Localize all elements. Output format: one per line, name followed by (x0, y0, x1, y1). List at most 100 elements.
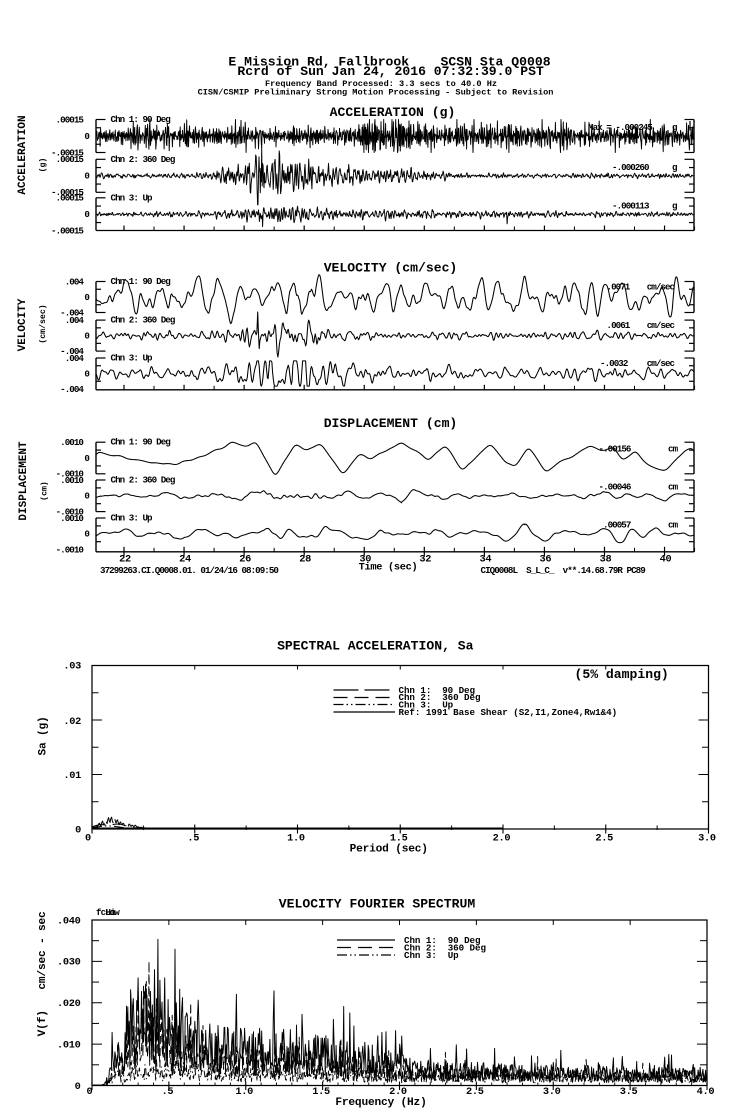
svg-text:.03: .03 (63, 660, 81, 672)
svg-text:CISN/CSMIP Preliminary Strong: CISN/CSMIP Preliminary Strong Motion Pro… (198, 88, 554, 98)
svg-text:Time (sec): Time (sec) (359, 562, 418, 574)
svg-text:0: 0 (75, 825, 81, 837)
svg-text:.5: .5 (187, 833, 199, 845)
svg-text:VELOCITY (cm/sec): VELOCITY (cm/sec) (324, 261, 458, 276)
svg-text:.040: .040 (57, 915, 81, 927)
svg-text:34: 34 (479, 554, 491, 566)
svg-text:Frequency Band Processed: 3.3: Frequency Band Processed: 3.3 secs to 40… (265, 79, 497, 89)
svg-text:-.0010: -.0010 (56, 544, 84, 555)
svg-text:.01: .01 (63, 770, 81, 782)
svg-text:-.004: -.004 (60, 384, 84, 395)
svg-text:.02: .02 (63, 716, 81, 728)
svg-text:V(f): V(f) (37, 1010, 49, 1036)
svg-text:.0010: .0010 (60, 513, 83, 524)
svg-text:cm: cm (668, 481, 679, 492)
svg-text:37299263.CI.Q0008.01. 01/24/16: 37299263.CI.Q0008.01. 01/24/16 08:09:50 (100, 565, 278, 576)
svg-text:3.5: 3.5 (620, 1086, 638, 1098)
svg-text:-.00156: -.00156 (599, 444, 631, 455)
svg-text:-.00015: -.00015 (51, 187, 84, 198)
svg-text:.004: .004 (65, 315, 85, 326)
svg-text:-.0010: -.0010 (56, 469, 84, 480)
svg-text:40: 40 (660, 554, 672, 566)
svg-text:.00057: .00057 (603, 519, 631, 530)
svg-text:cm: cm (668, 444, 679, 455)
svg-text:2.5: 2.5 (595, 833, 613, 845)
svg-text:1.5: 1.5 (312, 1086, 330, 1098)
svg-text:-.000260: -.000260 (612, 162, 649, 173)
svg-text:1.5: 1.5 (390, 833, 408, 845)
svg-text:2.0: 2.0 (389, 1086, 407, 1098)
svg-text:-.004: -.004 (60, 307, 84, 318)
svg-text:-.00046: -.00046 (599, 481, 631, 492)
svg-text:Rcrd of Sun Jan 24, 2016 07:32: Rcrd of Sun Jan 24, 2016 07:32:39.0 PST (237, 64, 544, 79)
svg-text:0: 0 (84, 368, 89, 379)
svg-text:Frequency (Hz): Frequency (Hz) (335, 1097, 426, 1109)
svg-text:.00015: .00015 (56, 114, 85, 125)
svg-text:.010: .010 (57, 1039, 81, 1051)
svg-text:.004: .004 (65, 353, 85, 364)
svg-text:.5: .5 (161, 1086, 173, 1098)
svg-text:0: 0 (85, 833, 91, 845)
svg-text:0: 0 (84, 131, 89, 142)
svg-text:Chn 2: 360 Deg: Chn 2: 360 Deg (404, 942, 486, 953)
svg-text:28: 28 (299, 554, 311, 566)
svg-text:(5% damping): (5% damping) (575, 667, 669, 682)
svg-text:g: g (672, 200, 677, 211)
svg-text:3.0: 3.0 (543, 1086, 561, 1098)
svg-text:2.5: 2.5 (466, 1086, 484, 1098)
svg-text:DISPLACEMENT: DISPLACEMENT (18, 441, 30, 521)
svg-text:ACCELERATION (g): ACCELERATION (g) (330, 105, 456, 120)
svg-text:cm/sec: cm/sec (647, 320, 675, 331)
svg-text:.0061: .0061 (607, 320, 631, 331)
svg-text:E Mission Rd, Fallbrook SCS: E Mission Rd, Fallbrook SCSN Sta Q0008 (228, 54, 550, 69)
svg-text:Chn 1: 90 Deg: Chn 1: 90 Deg (404, 935, 481, 946)
svg-text:Max = -.000245: Max = -.000245 (588, 122, 653, 133)
svg-text:cm/sec: cm/sec (647, 358, 675, 369)
svg-text:0: 0 (84, 171, 89, 182)
svg-text:.0010: .0010 (60, 437, 83, 448)
svg-text:.004: .004 (65, 276, 85, 287)
svg-text:ACCELERATION: ACCELERATION (17, 115, 29, 194)
svg-text:(g): (g) (38, 158, 48, 173)
svg-text:0: 0 (84, 491, 89, 502)
svg-text:.030: .030 (57, 957, 81, 969)
svg-text:Chn 3: Up: Chn 3: Up (111, 192, 154, 203)
svg-text:.00015: .00015 (56, 193, 85, 204)
svg-text:DISPLACEMENT (cm): DISPLACEMENT (cm) (324, 416, 458, 431)
svg-text:0: 0 (87, 1086, 93, 1098)
svg-text:-.00015: -.00015 (51, 226, 84, 237)
svg-text:cm/sec: cm/sec (647, 282, 675, 293)
svg-text:g: g (672, 122, 677, 133)
svg-text:Chn 2: 360 Deg: Chn 2: 360 Deg (111, 154, 175, 165)
svg-text:(cm): (cm) (40, 481, 50, 501)
svg-text:.0071: .0071 (607, 282, 631, 293)
svg-text:.00015: .00015 (56, 154, 85, 165)
svg-text:Chn 2: 360 Deg: Chn 2: 360 Deg (399, 692, 481, 703)
svg-text:SPECTRAL ACCELERATION, Sa: SPECTRAL ACCELERATION, Sa (277, 638, 474, 653)
svg-text:Chn 1: 90 Deg: Chn 1: 90 Deg (111, 437, 171, 448)
svg-text:Sa (g): Sa (g) (38, 716, 50, 755)
svg-text:Chn 1: 90 Deg: Chn 1: 90 Deg (111, 114, 171, 125)
svg-text:0: 0 (84, 529, 89, 540)
svg-text:0: 0 (84, 292, 89, 303)
svg-text:4.0: 4.0 (697, 1086, 715, 1098)
svg-text:-.0032: -.0032 (600, 358, 628, 369)
svg-text:0: 0 (84, 330, 89, 341)
svg-text:Period (sec): Period (sec) (350, 844, 428, 856)
svg-text:-.004: -.004 (60, 346, 84, 357)
svg-text:-.0010: -.0010 (56, 506, 84, 517)
svg-text:Chn 2: 360 Deg: Chn 2: 360 Deg (111, 315, 175, 326)
svg-text:Chn 3: Up: Chn 3: Up (404, 950, 459, 961)
svg-text:3.0: 3.0 (698, 833, 716, 845)
svg-text:26: 26 (239, 554, 251, 566)
svg-text:Chn 2: 360 Deg: Chn 2: 360 Deg (111, 475, 175, 486)
svg-text:1.0: 1.0 (235, 1086, 253, 1098)
svg-text:2.0: 2.0 (493, 833, 511, 845)
svg-text:Chn 1: 90 Deg: Chn 1: 90 Deg (399, 685, 476, 696)
svg-text:Chn 3: Up: Chn 3: Up (111, 513, 154, 524)
svg-text:-.000113: -.000113 (612, 200, 650, 211)
svg-text:VELOCITY FOURIER SPECTRUM: VELOCITY FOURIER SPECTRUM (279, 896, 476, 911)
svg-text:Chn 3: Up: Chn 3: Up (111, 353, 154, 364)
svg-text:0: 0 (84, 209, 89, 220)
svg-text:cm/sec - sec: cm/sec - sec (37, 911, 49, 990)
